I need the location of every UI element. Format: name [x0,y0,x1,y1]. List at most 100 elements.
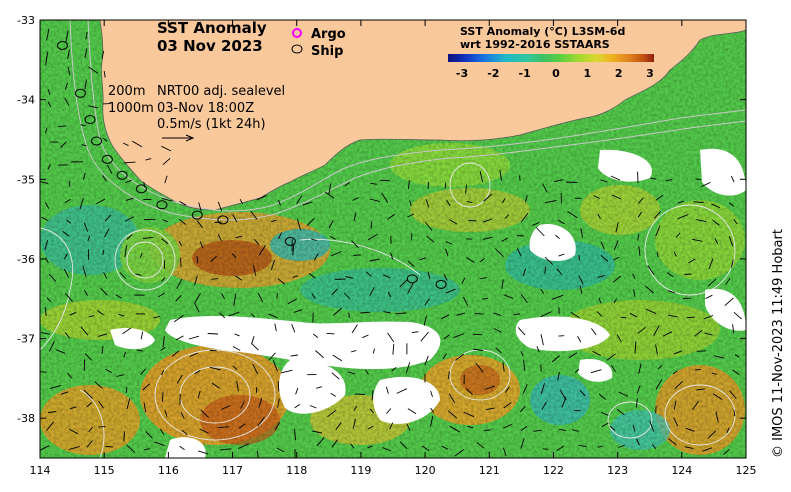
current-vector [407,283,414,294]
ship-marker [101,154,113,164]
current-vector [67,49,70,59]
current-vector [62,231,70,237]
current-vector [593,195,600,199]
current-vector [140,331,144,340]
current-vector [277,381,280,392]
current-vector [233,293,237,306]
current-vector [60,141,67,149]
current-vector [118,313,125,317]
current-vector [673,251,677,257]
current-vector [481,298,488,300]
current-vector [578,275,584,285]
ship-label: Ship [311,44,343,59]
current-vector [160,346,166,351]
current-vector [238,423,246,429]
current-vector [217,201,223,212]
current-vector [145,158,152,161]
current-vector [484,429,491,431]
no-data-areas [110,148,746,458]
current-vector [328,183,332,195]
current-vector [688,258,696,264]
time-label: 03-Nov 18:00Z [157,101,254,116]
bathymetry-contours [69,20,746,221]
current-vectors [40,28,742,458]
current-vector [476,441,485,449]
current-vector [64,332,70,339]
x-tick-label: 118 [286,464,307,477]
current-vector [449,219,458,225]
current-vector [238,443,250,449]
current-vector [271,219,277,223]
current-vector [278,199,281,206]
current-vector [655,225,661,237]
current-vector [302,201,313,206]
current-vector [445,241,453,245]
current-vector [692,400,699,410]
current-vector [391,366,397,372]
current-vector [686,316,695,319]
current-vector [702,447,713,452]
current-vector [171,350,180,357]
current-vector [634,341,637,354]
x-tick-label: 122 [543,464,564,477]
current-vector [424,298,430,306]
current-vector [522,384,528,394]
current-vector [40,332,50,335]
current-vector [194,369,201,375]
current-vector [276,447,285,453]
current-vector [611,194,621,200]
current-vector [693,201,704,203]
current-vector [535,227,545,237]
current-vector [552,294,564,300]
contour-1000m-label: 1000m [108,101,154,116]
current-vector [198,450,209,455]
current-vector [521,212,529,223]
current-vector [158,292,165,298]
current-vector [533,429,542,432]
x-tick-label: 124 [671,464,692,477]
current-vector [472,348,484,351]
current-vector [544,256,554,265]
current-vector [592,350,602,356]
current-vector [495,347,502,354]
current-vector [580,228,584,238]
current-vector [94,381,103,389]
current-vector [540,289,545,294]
current-vector [711,203,720,209]
current-vector [556,268,563,275]
current-vector [655,379,663,390]
current-vector [572,429,579,432]
current-vector [139,252,143,259]
ship-marker [84,115,96,125]
current-vector [217,234,222,242]
current-vector [655,344,658,355]
current-vector [406,423,411,431]
x-tick-label: 117 [222,464,243,477]
current-vector [179,445,185,451]
current-vector [723,448,730,455]
current-vector [161,277,166,282]
current-vector [250,313,256,318]
current-vector [540,334,544,346]
current-vector [685,427,695,432]
current-vector [306,217,315,227]
current-vector [407,260,415,268]
current-vector [210,255,217,263]
current-vector [272,359,278,372]
x-tick-label: 125 [736,464,757,477]
ship-marker [217,215,229,225]
current-vector [63,253,68,260]
current-vector [618,444,626,448]
current-vector [44,127,48,134]
current-vector [448,393,456,404]
current-vector [731,259,734,268]
current-vector [613,298,617,304]
current-vector [677,200,685,204]
current-vector [277,398,280,408]
current-vector [354,393,365,395]
current-vector [328,220,334,229]
current-vector [45,202,50,209]
current-vector [493,328,502,333]
current-vector [372,348,376,354]
current-vector [606,353,616,361]
